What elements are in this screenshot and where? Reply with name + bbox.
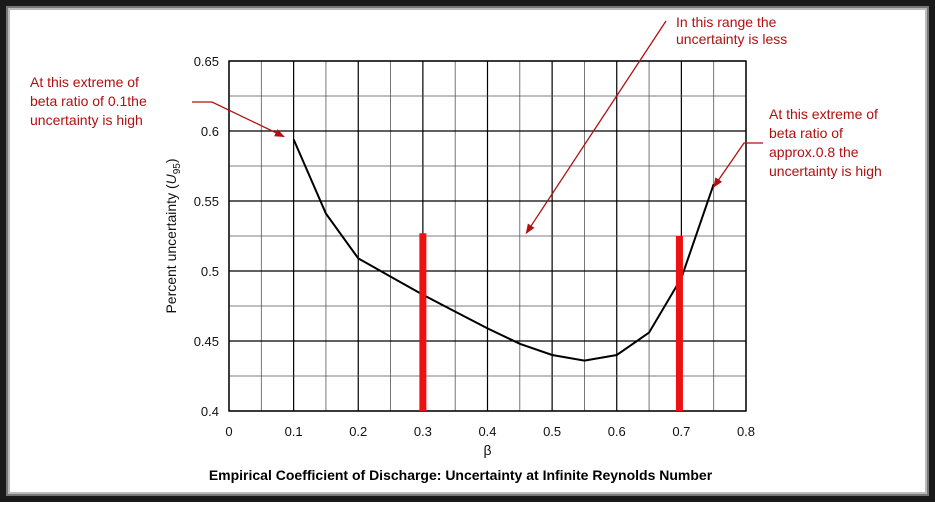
annotation-text: At this extreme of <box>769 106 878 122</box>
x-tick-label: 0.6 <box>608 424 626 439</box>
x-tick-label: 0.7 <box>672 424 690 439</box>
x-tick-label: 0.5 <box>543 424 561 439</box>
y-tick-label: 0.45 <box>194 334 219 349</box>
y-tick-label: 0.5 <box>201 264 219 279</box>
x-tick-label: 0.8 <box>737 424 755 439</box>
annotation-text: beta ratio of <box>769 125 843 141</box>
annotation-text: At this extreme of <box>30 74 139 90</box>
annotation-text: uncertainty is high <box>769 163 882 179</box>
annotation-arrow <box>192 101 285 138</box>
x-tick-label: 0.4 <box>478 424 496 439</box>
annotation-arrow <box>525 20 667 235</box>
annotation-arrow <box>713 142 763 188</box>
uncertainty-chart: 0 0.1 0.2 0.3 0.4 0.5 0.6 0.7 0.8 0.4 0.45 0.5 0.55 0… <box>30 14 882 483</box>
y-tick-label: 0.6 <box>201 124 219 139</box>
y-tick-label: 0.4 <box>201 404 219 419</box>
x-tick-label: 0.1 <box>285 424 303 439</box>
x-tick-label: 0 <box>225 424 232 439</box>
y-tick-label: 0.55 <box>194 194 219 209</box>
series-line <box>292 139 715 362</box>
chart-title: Empirical Coefficient of Discharge: Unce… <box>209 467 713 483</box>
annotation-text: uncertainty is less <box>676 31 787 47</box>
annotation-text: approx.0.8 the <box>769 144 859 160</box>
annotation-text: In this range the <box>676 14 777 30</box>
annotation-text: uncertainty is high <box>30 112 143 128</box>
plot-border <box>228 60 747 412</box>
annotation-text: beta ratio of 0.1the <box>30 93 147 109</box>
x-tick-label: 0.3 <box>414 424 432 439</box>
x-axis-title: β <box>483 442 491 458</box>
x-tick-label: 0.2 <box>349 424 367 439</box>
y-axis-title: Percent uncertainty (U95) <box>163 158 183 313</box>
y-tick-label: 0.65 <box>194 54 219 69</box>
